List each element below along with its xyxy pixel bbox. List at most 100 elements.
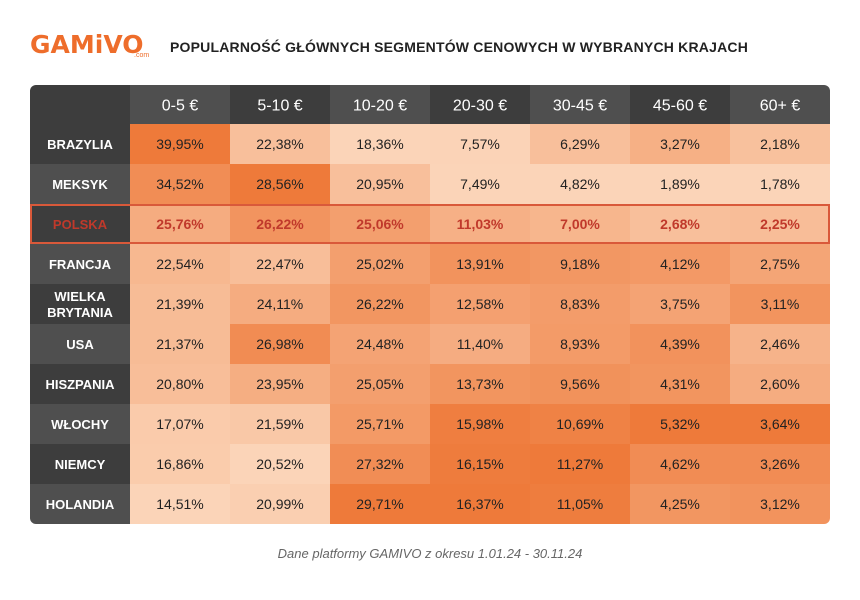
heatmap-cell bbox=[330, 444, 430, 484]
heatmap-cell bbox=[530, 284, 630, 324]
cell-label: 8,83% bbox=[560, 296, 600, 312]
heatmap-cell bbox=[130, 164, 230, 204]
heatmap-cell bbox=[730, 404, 830, 444]
cell-label: 20,99% bbox=[256, 496, 303, 512]
heatmap-cell bbox=[730, 164, 830, 204]
cell-label: 12,58% bbox=[456, 296, 503, 312]
heatmap-cell bbox=[430, 364, 530, 404]
row-header: HOLANDIA bbox=[46, 497, 115, 512]
row-header: USA bbox=[66, 337, 94, 352]
cell-label: 6,29% bbox=[560, 136, 600, 152]
cell-label: 4,82% bbox=[560, 176, 600, 192]
cell-label: 24,48% bbox=[356, 336, 403, 352]
column-header: 30-45 € bbox=[553, 98, 607, 115]
cell-label: 3,75% bbox=[660, 296, 700, 312]
heatmap-cell bbox=[530, 164, 630, 204]
heatmap-cell bbox=[630, 244, 730, 284]
cell-label: 16,15% bbox=[456, 456, 503, 472]
cell-label: 7,57% bbox=[460, 136, 500, 152]
cell-label: 11,27% bbox=[557, 456, 603, 472]
source-note: Dane platformy GAMIVO z okresu 1.01.24 -… bbox=[277, 546, 583, 561]
cell-label: 2,60% bbox=[760, 376, 800, 392]
heatmap-cell bbox=[430, 124, 530, 164]
heatmap-cell bbox=[230, 164, 330, 204]
cell-label: 21,37% bbox=[156, 336, 203, 352]
row-header-bg bbox=[30, 244, 130, 284]
row-header-bg bbox=[30, 124, 130, 164]
heatmap-cell bbox=[130, 444, 230, 484]
column-header-bg bbox=[730, 85, 830, 124]
cell-label: 25,76% bbox=[156, 216, 204, 232]
heatmap-cell bbox=[330, 164, 430, 204]
heatmap-cell bbox=[530, 244, 630, 284]
heatmap-cell bbox=[230, 244, 330, 284]
column-header-bg bbox=[230, 85, 330, 124]
heatmap-cell bbox=[530, 204, 630, 244]
cell-label: 3,12% bbox=[760, 496, 800, 512]
row-header-bg bbox=[30, 204, 130, 244]
cell-label: 25,05% bbox=[356, 376, 403, 392]
heatmap-cell bbox=[630, 124, 730, 164]
cell-label: 11,05% bbox=[557, 496, 603, 512]
row-header: HISZPANIA bbox=[45, 377, 115, 392]
heatmap-cell bbox=[430, 244, 530, 284]
cell-label: 3,64% bbox=[760, 416, 800, 432]
heatmap-cell bbox=[130, 404, 230, 444]
heatmap-cell bbox=[430, 404, 530, 444]
heatmap-cell bbox=[730, 204, 830, 244]
cell-label: 13,91% bbox=[456, 256, 503, 272]
cell-label: 9,56% bbox=[560, 376, 600, 392]
heatmap-cell bbox=[430, 444, 530, 484]
heatmap-cell bbox=[730, 484, 830, 524]
highlight-row-outline bbox=[30, 204, 830, 244]
cell-label: 26,98% bbox=[256, 336, 303, 352]
row-header-bg bbox=[30, 164, 130, 204]
heatmap-cell bbox=[530, 404, 630, 444]
gamivo-logo: GAMiVO .com bbox=[30, 30, 149, 64]
column-header: 20-30 € bbox=[453, 98, 507, 115]
heatmap-cell bbox=[230, 204, 330, 244]
cell-label: 9,18% bbox=[560, 256, 600, 272]
column-header: 45-60 € bbox=[653, 98, 707, 115]
heatmap-table: 0-5 € 5-10 € 10-20 € 20-30 € 30-45 € 45-60 € 6… bbox=[30, 85, 830, 524]
cell-label: 39,95% bbox=[156, 136, 203, 152]
cell-label: 17,07% bbox=[156, 416, 203, 432]
cell-label: 27,32% bbox=[356, 456, 403, 472]
heatmap-cell bbox=[730, 244, 830, 284]
heatmap-cell bbox=[630, 364, 730, 404]
cell-label: 11,03% bbox=[457, 216, 504, 232]
row-header: WIELKA bbox=[54, 289, 106, 304]
cell-label: 5,32% bbox=[660, 416, 700, 432]
cell-label: 2,18% bbox=[760, 136, 800, 152]
heatmap-cell bbox=[230, 444, 330, 484]
heatmap-cell bbox=[130, 244, 230, 284]
heatmap-cell bbox=[230, 284, 330, 324]
cell-label: 7,49% bbox=[460, 176, 500, 192]
heatmap-cell bbox=[630, 284, 730, 324]
heatmap-cell bbox=[530, 124, 630, 164]
cell-label: 22,54% bbox=[156, 256, 203, 272]
cell-label: 18,36% bbox=[356, 136, 403, 152]
cell-label: 8,93% bbox=[560, 336, 600, 352]
heatmap-cell bbox=[730, 124, 830, 164]
heatmap-cell bbox=[630, 484, 730, 524]
column-header: 10-20 € bbox=[353, 98, 407, 115]
heatmap-cell bbox=[630, 404, 730, 444]
cell-label: 4,31% bbox=[660, 376, 700, 392]
cell-label: 3,11% bbox=[761, 296, 800, 312]
cell-label: 2,75% bbox=[760, 256, 800, 272]
cell-label: 34,52% bbox=[156, 176, 203, 192]
heatmap-cell bbox=[630, 324, 730, 364]
cell-label: 16,86% bbox=[156, 456, 203, 472]
row-header: FRANCJA bbox=[49, 257, 112, 272]
heatmap-cell bbox=[330, 364, 430, 404]
cell-label: 4,62% bbox=[660, 456, 700, 472]
row-header-bg bbox=[30, 364, 130, 404]
heatmap-cell bbox=[430, 324, 530, 364]
cell-label: 3,27% bbox=[660, 136, 700, 152]
cell-label: 13,73% bbox=[456, 376, 503, 392]
cell-label: 3,26% bbox=[760, 456, 800, 472]
heatmap-cell bbox=[230, 364, 330, 404]
column-header-bg bbox=[630, 85, 730, 124]
column-header-bg bbox=[430, 85, 530, 124]
